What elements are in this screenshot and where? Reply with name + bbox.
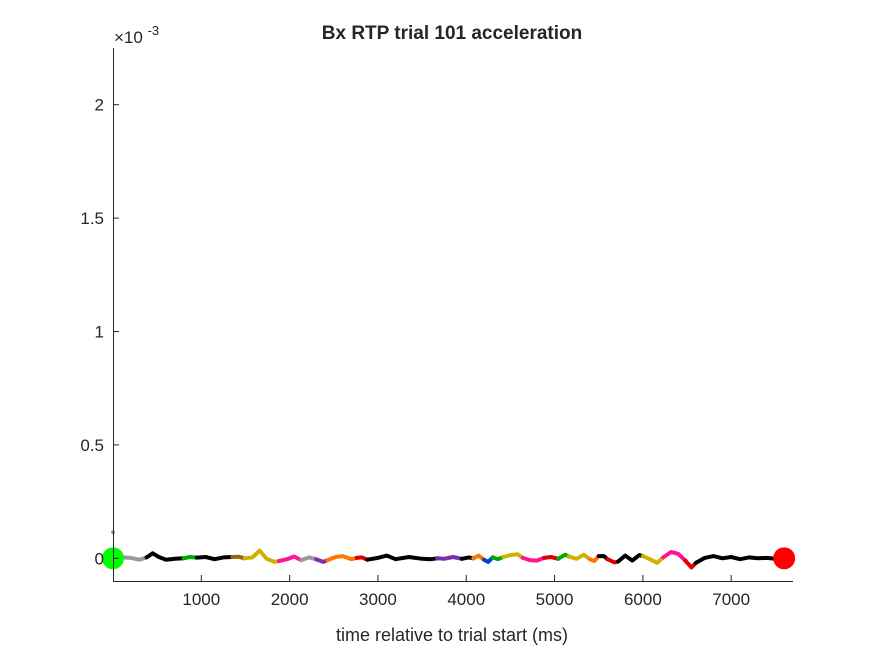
- trace-segment-30: [693, 554, 787, 565]
- x-tick-label: 1000: [182, 590, 220, 609]
- chart-title: Bx RTP trial 101 acceleration: [322, 23, 583, 44]
- trace-segment-18: [501, 552, 525, 560]
- y-axis-ticks: 0 0.5 1 1.5 2: [80, 96, 119, 568]
- trace-segment-4: [194, 555, 235, 562]
- trace-segment-28: [661, 550, 688, 563]
- y-tick-label: 1: [95, 323, 104, 342]
- trace-segment-22: [566, 552, 592, 562]
- trace-segment-29: [683, 558, 698, 570]
- trace-segment-10: [325, 554, 359, 563]
- trace-segment-8: [299, 555, 319, 563]
- trace-segment-16: [481, 555, 495, 564]
- y-tick-label: 0.5: [80, 436, 104, 455]
- trace-segment-20: [542, 555, 561, 561]
- x-tick-label: 3000: [359, 590, 397, 609]
- y-scale-factor-label: ×10: [114, 28, 143, 47]
- x-axis-label: time relative to trial start (ms): [336, 625, 568, 645]
- y-tick-label: 2: [95, 96, 104, 115]
- trace-segment-15: [471, 553, 486, 562]
- x-tick-label: 7000: [712, 590, 750, 609]
- trace-segment-6: [242, 548, 281, 564]
- y-scale-factor: ×10 -3: [114, 23, 159, 47]
- trace-segment-2: [144, 551, 186, 562]
- trace-segment-12: [365, 553, 440, 562]
- trace-segment-5: [230, 554, 247, 561]
- x-axis-ticks: 1000 2000 3000 4000 5000 6000 7000: [182, 575, 750, 609]
- trace-segment-26: [616, 553, 645, 564]
- trace-segment-7: [277, 554, 304, 563]
- x-tick-label: 2000: [271, 590, 309, 609]
- x-tick-label: 5000: [536, 590, 574, 609]
- end-marker: [773, 547, 796, 570]
- trace-segment-23: [587, 554, 601, 563]
- trace-segment-27: [640, 554, 666, 565]
- x-tick-label: 4000: [447, 590, 485, 609]
- y-tick-label: 1.5: [80, 209, 104, 228]
- x-tick-label: 6000: [624, 590, 662, 609]
- y-scale-exponent: -3: [148, 23, 160, 38]
- trace-segment-13: [435, 555, 464, 561]
- y-tick-label: 0: [95, 549, 104, 568]
- plot-area: [102, 530, 796, 570]
- trace-segment-19: [520, 555, 546, 563]
- trace-segment-3: [181, 555, 199, 561]
- svg-text:×10 -3: ×10 -3: [114, 23, 159, 47]
